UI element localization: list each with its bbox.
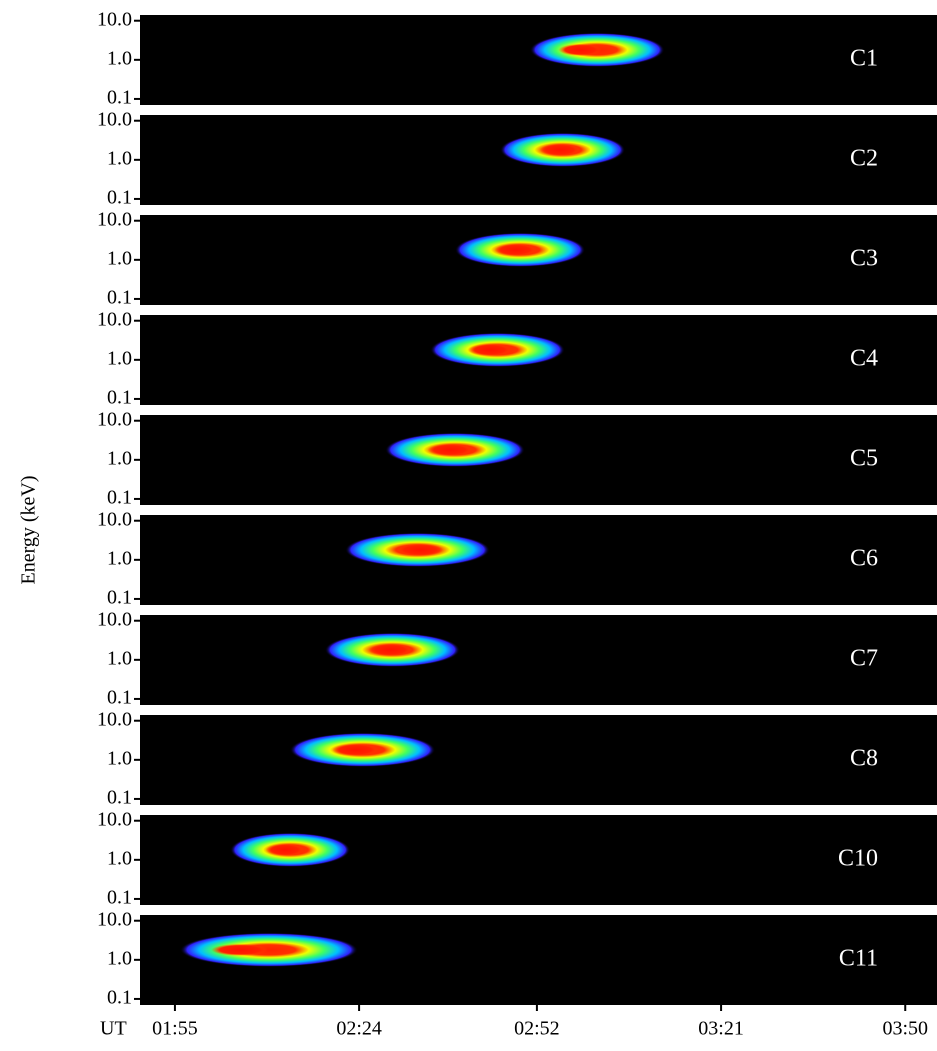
y-tick-label: 10.0 bbox=[97, 8, 132, 30]
y-tick-label: 0.1 bbox=[107, 287, 132, 309]
panel-label: C5 bbox=[850, 446, 878, 472]
panel bbox=[140, 615, 937, 705]
x-axis-label: UT bbox=[100, 1018, 127, 1040]
y-tick-label: 0.1 bbox=[107, 787, 132, 809]
y-tick-label: 0.1 bbox=[107, 387, 132, 409]
y-tick-label: 0.1 bbox=[107, 487, 132, 509]
flux-peak bbox=[332, 743, 379, 756]
y-tick-label: 0.1 bbox=[107, 687, 132, 709]
flux-peak bbox=[494, 243, 537, 256]
flux-peak bbox=[368, 643, 412, 656]
panel-label: C8 bbox=[850, 746, 878, 772]
y-tick-label: 1.0 bbox=[107, 447, 132, 469]
panel bbox=[140, 15, 937, 105]
y-tick-label: 10.0 bbox=[97, 308, 132, 330]
panel bbox=[140, 715, 937, 805]
y-axis-label: Energy (keV) bbox=[18, 475, 40, 584]
x-tick-label: 02:24 bbox=[336, 1018, 382, 1040]
panel-label: C2 bbox=[850, 146, 878, 172]
y-tick-label: 10.0 bbox=[97, 408, 132, 430]
panel-label: C10 bbox=[838, 846, 878, 872]
y-tick-label: 0.1 bbox=[107, 587, 132, 609]
x-tick-label: 03:21 bbox=[698, 1018, 744, 1040]
flux-blob bbox=[180, 932, 358, 967]
x-tick-label: 01:55 bbox=[152, 1018, 198, 1040]
flux-peak bbox=[427, 443, 473, 456]
y-tick-label: 1.0 bbox=[107, 547, 132, 569]
y-tick-label: 10.0 bbox=[97, 708, 132, 730]
y-tick-label: 10.0 bbox=[97, 508, 132, 530]
panel-label: C3 bbox=[850, 246, 878, 272]
flux-peak bbox=[539, 143, 580, 156]
x-tick-label: 02:52 bbox=[514, 1018, 560, 1040]
flux-peak bbox=[558, 43, 602, 56]
y-tick-label: 0.1 bbox=[107, 987, 132, 1009]
y-tick-label: 10.0 bbox=[97, 908, 132, 930]
y-tick-label: 0.1 bbox=[107, 87, 132, 109]
y-tick-label: 1.0 bbox=[107, 247, 132, 269]
flux-peak bbox=[468, 343, 512, 356]
flux-peak bbox=[396, 543, 444, 556]
x-tick-label: 03:50 bbox=[882, 1018, 928, 1040]
y-tick-label: 1.0 bbox=[107, 47, 132, 69]
y-tick-label: 1.0 bbox=[107, 647, 132, 669]
y-tick-label: 1.0 bbox=[107, 347, 132, 369]
y-tick-label: 10.0 bbox=[97, 108, 132, 130]
y-tick-label: 10.0 bbox=[97, 808, 132, 830]
y-tick-label: 1.0 bbox=[107, 947, 132, 969]
y-tick-label: 0.1 bbox=[107, 187, 132, 209]
y-tick-label: 1.0 bbox=[107, 147, 132, 169]
y-tick-label: 0.1 bbox=[107, 887, 132, 909]
flux-peak bbox=[211, 943, 269, 956]
y-tick-label: 1.0 bbox=[107, 747, 132, 769]
y-tick-label: 1.0 bbox=[107, 847, 132, 869]
flux-peak bbox=[265, 843, 304, 856]
panel-label: C4 bbox=[850, 346, 878, 372]
panel bbox=[140, 515, 937, 605]
y-tick-label: 10.0 bbox=[97, 608, 132, 630]
panel-label: C7 bbox=[850, 646, 878, 672]
y-tick-label: 10.0 bbox=[97, 208, 132, 230]
panel-label: C1 bbox=[850, 46, 878, 72]
panel bbox=[140, 415, 937, 505]
panel-label: C11 bbox=[839, 946, 878, 972]
panel-label: C6 bbox=[850, 546, 878, 572]
